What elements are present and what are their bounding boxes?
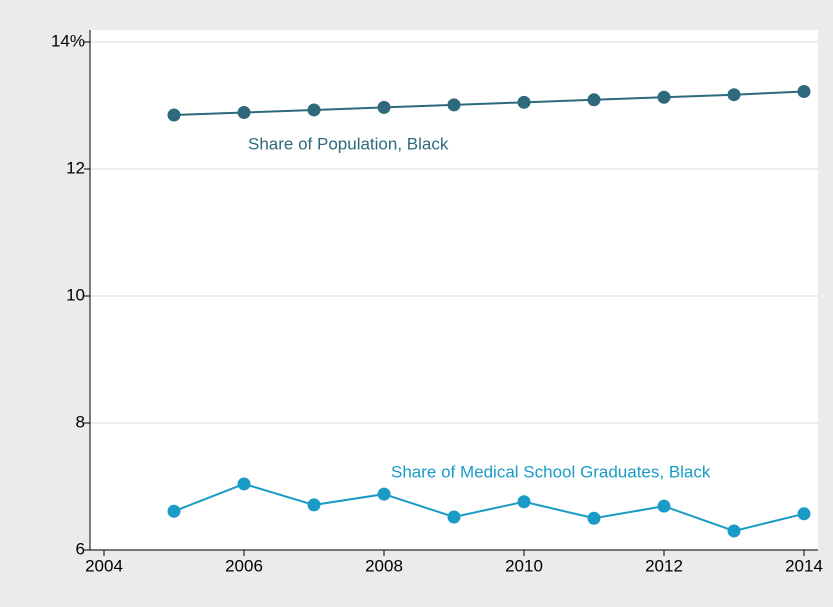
data-point <box>377 100 391 114</box>
x-tick-label: 2008 <box>365 556 403 575</box>
y-tick-label: 12 <box>66 158 85 177</box>
data-point <box>657 499 671 513</box>
y-tick-label: 6 <box>76 539 85 558</box>
data-point <box>307 103 321 117</box>
data-point <box>377 487 391 501</box>
x-tick-label: 2004 <box>85 556 123 575</box>
data-point <box>447 510 461 524</box>
y-tick-label: 10 <box>66 285 85 304</box>
data-point <box>797 85 811 99</box>
y-tick-label: 14% <box>51 31 85 50</box>
series-line <box>173 482 805 532</box>
x-tick-label: 2012 <box>645 556 683 575</box>
data-point <box>797 507 811 521</box>
data-point <box>727 524 741 538</box>
data-point <box>447 98 461 112</box>
data-point <box>657 90 671 104</box>
x-tick-label: 2014 <box>785 556 823 575</box>
plot-area <box>90 30 818 550</box>
data-point <box>517 95 531 109</box>
series-label: Share of Population, Black <box>248 134 449 153</box>
data-point <box>307 498 321 512</box>
data-point <box>517 495 531 509</box>
data-point <box>587 511 601 525</box>
data-point <box>587 93 601 107</box>
data-point <box>727 88 741 102</box>
data-point <box>167 108 181 122</box>
data-point <box>167 504 181 518</box>
data-point <box>237 105 251 119</box>
y-tick-label: 8 <box>76 412 85 431</box>
x-tick-label: 2006 <box>225 556 263 575</box>
series-label: Share of Medical School Graduates, Black <box>391 462 711 481</box>
series-line <box>173 90 805 117</box>
x-tick-label: 2010 <box>505 556 543 575</box>
data-point <box>237 477 251 491</box>
